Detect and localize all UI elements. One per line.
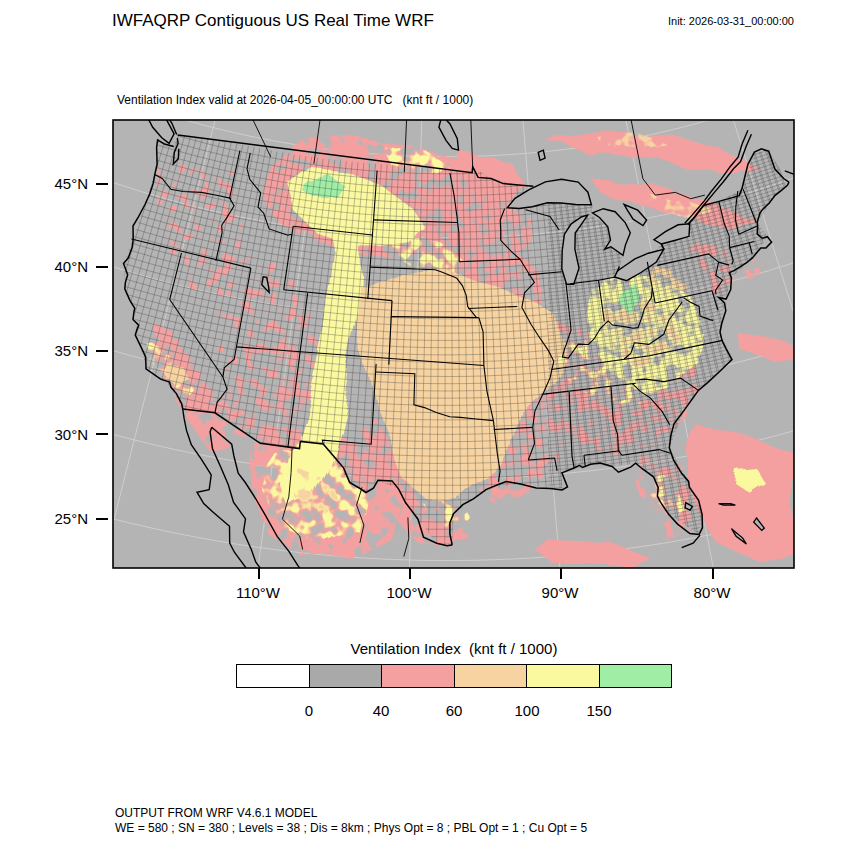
lon-label-110w: 110°W [228,584,288,601]
lon-label-90w: 90°W [530,584,590,601]
lat-label-35n: 35°N [36,342,88,359]
lat-tick-45n [96,183,108,185]
legend-swatch-white [236,664,310,688]
legend-swatch-tan [455,664,528,688]
lat-tick-30n [96,433,108,435]
legend-swatch-green [600,664,673,688]
legend-swatch-yellow [527,664,600,688]
legend-title: Ventilation Index (knt ft / 1000) [236,640,672,657]
legend-tick-0: 0 [289,702,329,719]
lat-tick-35n [96,350,108,352]
lat-label-25n: 25°N [36,510,88,527]
lon-label-100w: 100°W [379,584,439,601]
legend-swatch-gray [310,664,383,688]
conus-map [0,0,850,850]
lat-label-40n: 40°N [36,258,88,275]
legend-tick-40: 40 [361,702,401,719]
footer-model-line: OUTPUT FROM WRF V4.6.1 MODEL [115,806,317,820]
lon-label-80w: 80°W [682,584,742,601]
legend-tick-60: 60 [434,702,474,719]
lon-tick-80w [712,568,714,579]
footer-config-line: WE = 580 ; SN = 380 ; Levels = 38 ; Dis … [115,821,587,835]
legend-colorbar [236,664,672,688]
map-layers [0,66,850,643]
legend-swatch-pink [382,664,455,688]
legend-tick-100: 100 [507,702,547,719]
legend-tick-150: 150 [579,702,619,719]
lat-label-45n: 45°N [36,175,88,192]
lat-label-30n: 30°N [36,426,88,443]
lat-tick-25n [96,518,108,520]
lon-tick-90w [560,568,562,579]
lat-tick-40n [96,266,108,268]
lon-tick-110w [258,568,260,579]
lon-tick-100w [409,568,411,579]
